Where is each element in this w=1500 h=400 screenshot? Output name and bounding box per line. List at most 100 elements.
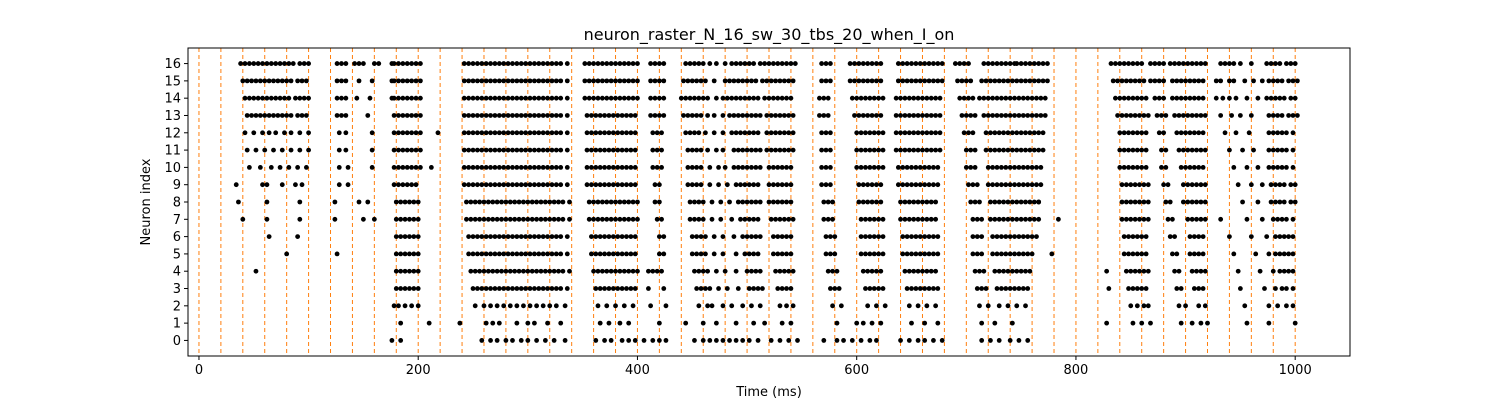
spike-point <box>1273 95 1278 101</box>
spike-point <box>470 78 476 84</box>
spike-point <box>1161 61 1167 66</box>
spike-point <box>648 303 654 309</box>
spike-point <box>681 113 686 118</box>
spike-point <box>1185 216 1191 222</box>
spike-point <box>711 251 717 257</box>
spike-point <box>415 268 421 274</box>
spike-point <box>273 130 279 136</box>
spike-point <box>475 234 480 240</box>
spike-point <box>604 268 610 274</box>
spike-point <box>1156 61 1162 66</box>
spike-point <box>766 182 772 188</box>
spike-point <box>396 61 401 66</box>
spike-point <box>1273 286 1278 291</box>
spike-point <box>779 320 785 326</box>
spike-point <box>466 234 472 240</box>
spike-point <box>698 234 704 240</box>
spike-point <box>784 303 789 309</box>
spike-point <box>505 251 511 257</box>
spike-point <box>466 251 472 257</box>
spike-point <box>1187 78 1193 84</box>
spike-point <box>696 216 702 222</box>
spike-point <box>1178 95 1184 101</box>
spike-point <box>635 199 640 205</box>
spike-point <box>760 286 765 291</box>
spike-point <box>999 286 1004 291</box>
spike-point <box>915 199 921 205</box>
spike-point <box>865 182 871 188</box>
spike-point <box>770 95 776 101</box>
spike-point <box>1165 182 1171 188</box>
spike-point <box>407 216 412 222</box>
spike-point <box>904 234 910 240</box>
spike-point <box>1038 164 1044 170</box>
spike-point <box>1218 78 1224 84</box>
spike-point <box>992 147 998 153</box>
spike-point <box>959 78 965 84</box>
spike-point <box>1003 251 1009 257</box>
spike-point <box>233 182 239 188</box>
spike-point <box>275 78 281 84</box>
spike-point <box>1031 78 1037 84</box>
spike-point <box>242 95 248 101</box>
spike-point <box>744 113 750 118</box>
spike-point <box>696 303 702 309</box>
spike-point <box>865 113 871 118</box>
spike-point <box>1014 303 1020 309</box>
spike-point <box>1259 216 1265 222</box>
spike-point <box>479 130 485 136</box>
spike-point <box>503 338 509 343</box>
spike-point <box>564 164 570 170</box>
spike-point <box>413 61 419 66</box>
spike-point <box>1170 95 1175 101</box>
spike-point <box>724 95 730 101</box>
spike-point <box>762 320 768 326</box>
spike-point <box>479 182 485 188</box>
spike-point <box>251 130 257 136</box>
spike-point <box>977 303 982 309</box>
spike-point <box>1139 130 1145 136</box>
spike-point <box>931 182 936 188</box>
spike-point <box>659 130 664 136</box>
spike-point <box>656 95 662 101</box>
spike-point <box>768 130 774 136</box>
spike-point <box>1170 251 1175 257</box>
spike-point <box>654 130 660 136</box>
spike-point <box>354 95 360 101</box>
spike-point <box>762 95 768 101</box>
spike-point <box>404 113 410 118</box>
spike-point <box>1134 95 1140 101</box>
spike-point <box>562 338 568 343</box>
spike-point <box>733 338 739 343</box>
spike-point <box>786 268 792 274</box>
spike-point <box>1141 303 1147 309</box>
spike-point <box>922 338 928 343</box>
spike-point <box>1139 286 1145 291</box>
spike-point <box>1020 234 1026 240</box>
spike-point <box>935 234 941 240</box>
spike-point <box>755 182 761 188</box>
spike-point <box>632 286 638 291</box>
spike-point <box>961 130 967 136</box>
spike-point <box>264 199 270 205</box>
spike-point <box>788 286 794 291</box>
spike-point <box>985 113 991 118</box>
spike-point <box>371 61 377 66</box>
spike-point <box>376 61 382 66</box>
spike-point <box>275 113 281 118</box>
spike-point <box>479 286 485 291</box>
spike-point <box>301 95 307 101</box>
spike-point <box>906 199 912 205</box>
spike-point <box>656 182 662 188</box>
spike-point <box>911 268 917 274</box>
spike-point <box>536 234 542 240</box>
spike-point <box>920 216 925 222</box>
spike-point <box>1128 303 1134 309</box>
spike-point <box>411 268 417 274</box>
spike-point <box>935 320 941 326</box>
spike-point <box>876 251 882 257</box>
spike-point <box>656 113 662 118</box>
spike-point <box>757 268 763 274</box>
spike-point <box>1141 268 1147 274</box>
spike-point <box>398 320 404 326</box>
